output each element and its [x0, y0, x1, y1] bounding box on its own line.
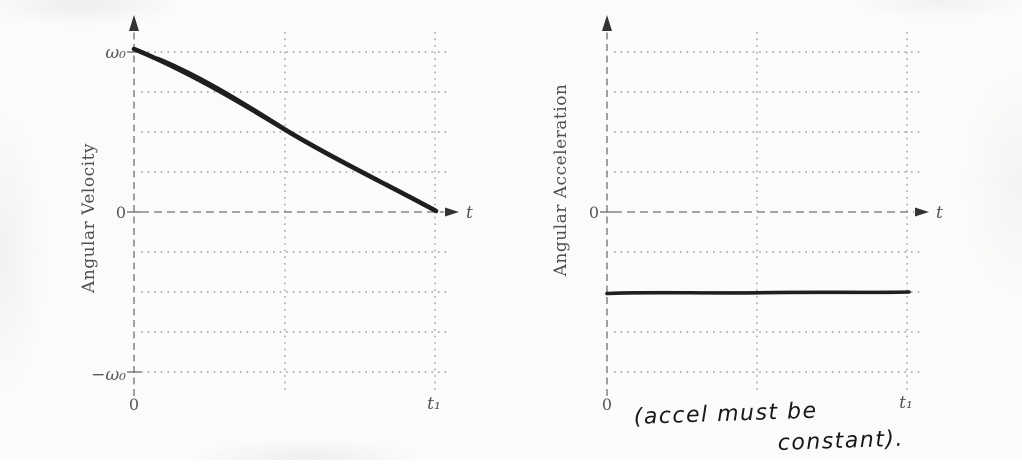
y-axis-arrowhead-icon [129, 15, 139, 31]
y-tick-label-omega0: ω₀ [105, 43, 126, 63]
y-axis-title: Angular Velocity [79, 143, 99, 294]
y-tick-label-neg-omega0: −ω₀ [91, 365, 126, 385]
x-tick-label-t1: t₁ [899, 393, 913, 413]
handwritten-annotation-line1: (accel must be [633, 399, 818, 430]
velocity-data-line [131, 46, 439, 214]
angular-acceleration-chart: 0 0 t₁ t Angular Acceleration [551, 15, 943, 414]
y-tick-label-zero: 0 [589, 203, 599, 222]
vertical-gridlines [756, 32, 908, 394]
x-axis-arrowhead-icon [445, 207, 459, 217]
y-axis-arrowhead-icon [602, 15, 612, 31]
vertical-gridlines [284, 32, 436, 394]
angular-velocity-chart: ω₀ 0 −ω₀ 0 t₁ t Angular Velocity [79, 15, 473, 414]
handwritten-annotation: (accel must be constant). [633, 399, 904, 456]
x-tick-label-origin: 0 [129, 395, 139, 414]
x-axis-label-t: t [466, 203, 473, 223]
x-tick-label-t1: t₁ [427, 394, 441, 414]
x-tick-label-origin: 0 [602, 395, 612, 414]
x-axis-label-t: t [936, 203, 943, 223]
x-axis-arrowhead-icon [915, 207, 929, 217]
y-tick-label-zero: 0 [116, 203, 126, 222]
velocity-data-line-thickening [156, 56, 302, 140]
handwritten-annotation-line2: constant). [777, 427, 904, 456]
acceleration-data-line [605, 290, 911, 296]
y-axis-title: Angular Acceleration [551, 84, 571, 278]
